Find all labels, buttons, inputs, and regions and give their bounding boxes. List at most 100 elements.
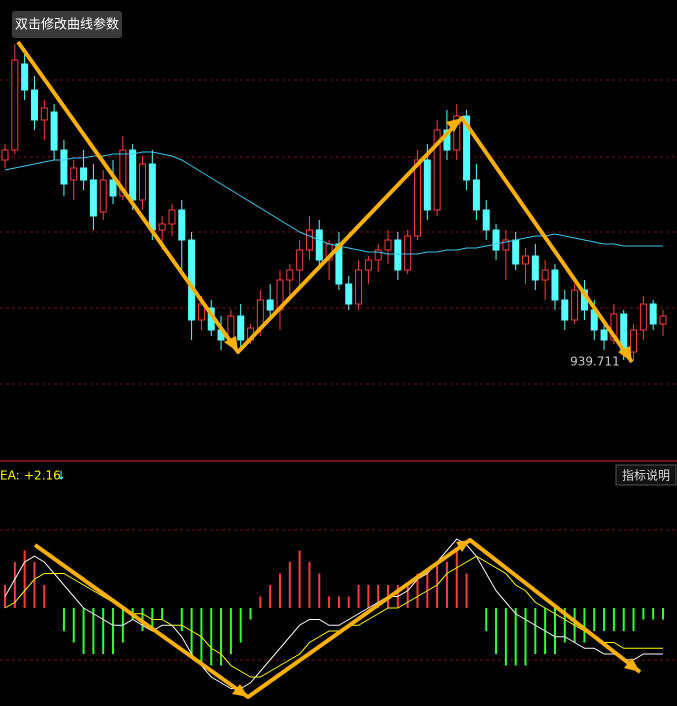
- candle-body: [472, 179, 480, 211]
- candle-body: [522, 255, 530, 265]
- help-button-label[interactable]: 指标说明: [622, 468, 670, 483]
- candle-body: [296, 249, 304, 271]
- candle-body: [364, 259, 372, 271]
- macd-bar: [62, 608, 65, 631]
- arrow-head: [456, 540, 470, 552]
- macd-bar: [82, 608, 85, 654]
- macd-bar: [347, 596, 350, 608]
- arrow-head: [232, 684, 248, 697]
- button[interactable]: [12, 11, 122, 38]
- macd-bar: [23, 550, 26, 608]
- macd-bar: [593, 608, 596, 631]
- indicator-arrow: ↓: [56, 469, 66, 483]
- candle-body: [89, 179, 97, 217]
- candle-body: [413, 159, 421, 237]
- candle-body: [138, 163, 146, 201]
- indicator-value: +2.16: [24, 469, 61, 483]
- macd-bar: [72, 608, 75, 643]
- candle-body: [561, 299, 569, 321]
- macd-bar: [465, 573, 468, 608]
- macd-bar: [249, 608, 252, 620]
- candle-body: [463, 115, 471, 181]
- macd-bar: [553, 608, 556, 654]
- arrow-heads: [224, 118, 640, 697]
- macd-bar: [377, 585, 380, 608]
- indicator-label: EA:: [0, 469, 20, 483]
- macd-bar: [534, 608, 537, 654]
- macd-bar: [33, 562, 36, 608]
- candle-body: [80, 167, 88, 181]
- macd-bar: [445, 562, 448, 608]
- candle-body: [21, 63, 29, 91]
- candle-body: [384, 239, 392, 251]
- macd-bar: [288, 562, 291, 608]
- candle-body: [30, 89, 38, 121]
- help-button[interactable]: [615, 464, 677, 486]
- candle-body: [109, 179, 117, 197]
- trend-arrows: [16, 40, 642, 699]
- candle-body: [374, 249, 382, 261]
- candle-body: [600, 329, 608, 341]
- macd-bar: [367, 585, 370, 608]
- candle-body: [1, 149, 9, 161]
- moving-average: [4, 151, 663, 255]
- macd-bar: [504, 608, 507, 666]
- candle-body: [610, 313, 618, 341]
- macd-bar: [269, 585, 272, 608]
- candle-body: [659, 315, 667, 325]
- macd-bar: [642, 608, 645, 620]
- candle-body: [237, 315, 245, 341]
- dif-line: [4, 538, 663, 689]
- macd-bar: [210, 608, 213, 666]
- candle-body: [158, 223, 166, 231]
- macd-bar: [337, 596, 340, 608]
- macd-bar: [161, 608, 164, 620]
- macd-bar: [308, 562, 311, 608]
- macd-bar: [229, 608, 232, 654]
- arrow-head: [618, 346, 632, 362]
- candle-body: [512, 239, 520, 265]
- macd-bar: [495, 608, 498, 654]
- macd-bar: [102, 608, 105, 654]
- macd-bar: [92, 608, 95, 654]
- candle-body: [541, 269, 549, 281]
- candle-body: [119, 149, 127, 197]
- macd-bar: [180, 608, 183, 631]
- candle-body: [551, 269, 559, 301]
- arrow-head: [446, 118, 462, 132]
- macd-bar: [524, 608, 527, 666]
- candle-body: [531, 255, 539, 281]
- candle-body: [305, 229, 313, 251]
- macd-bar: [259, 596, 262, 608]
- macd-bar: [622, 608, 625, 631]
- candle-body: [639, 303, 647, 331]
- macd-bar: [43, 585, 46, 608]
- macd-bar: [112, 608, 115, 654]
- candle-body: [315, 229, 323, 261]
- candle-body: [443, 129, 451, 151]
- candle-body: [482, 209, 490, 231]
- candle-body: [502, 239, 510, 251]
- macd-bar: [662, 608, 664, 620]
- trend-line: [16, 40, 634, 364]
- candle-body: [266, 299, 274, 311]
- arrow-head: [224, 336, 238, 352]
- candle-body: [571, 289, 579, 321]
- candle-body: [345, 283, 353, 305]
- arrow-head: [624, 658, 640, 672]
- candle-body: [394, 239, 402, 271]
- plot-layer: [1, 44, 667, 689]
- candle-body: [188, 239, 196, 321]
- macd-bar: [298, 550, 301, 608]
- macd-bar: [13, 562, 16, 608]
- candle-body: [50, 111, 58, 151]
- candle-body: [178, 209, 186, 241]
- candle-body: [99, 179, 107, 213]
- candle-body: [355, 269, 363, 305]
- button-label[interactable]: 双击修改曲线参数: [15, 17, 119, 33]
- macd-bar: [455, 550, 458, 608]
- candle-body: [286, 269, 294, 281]
- macd-bar: [220, 608, 223, 666]
